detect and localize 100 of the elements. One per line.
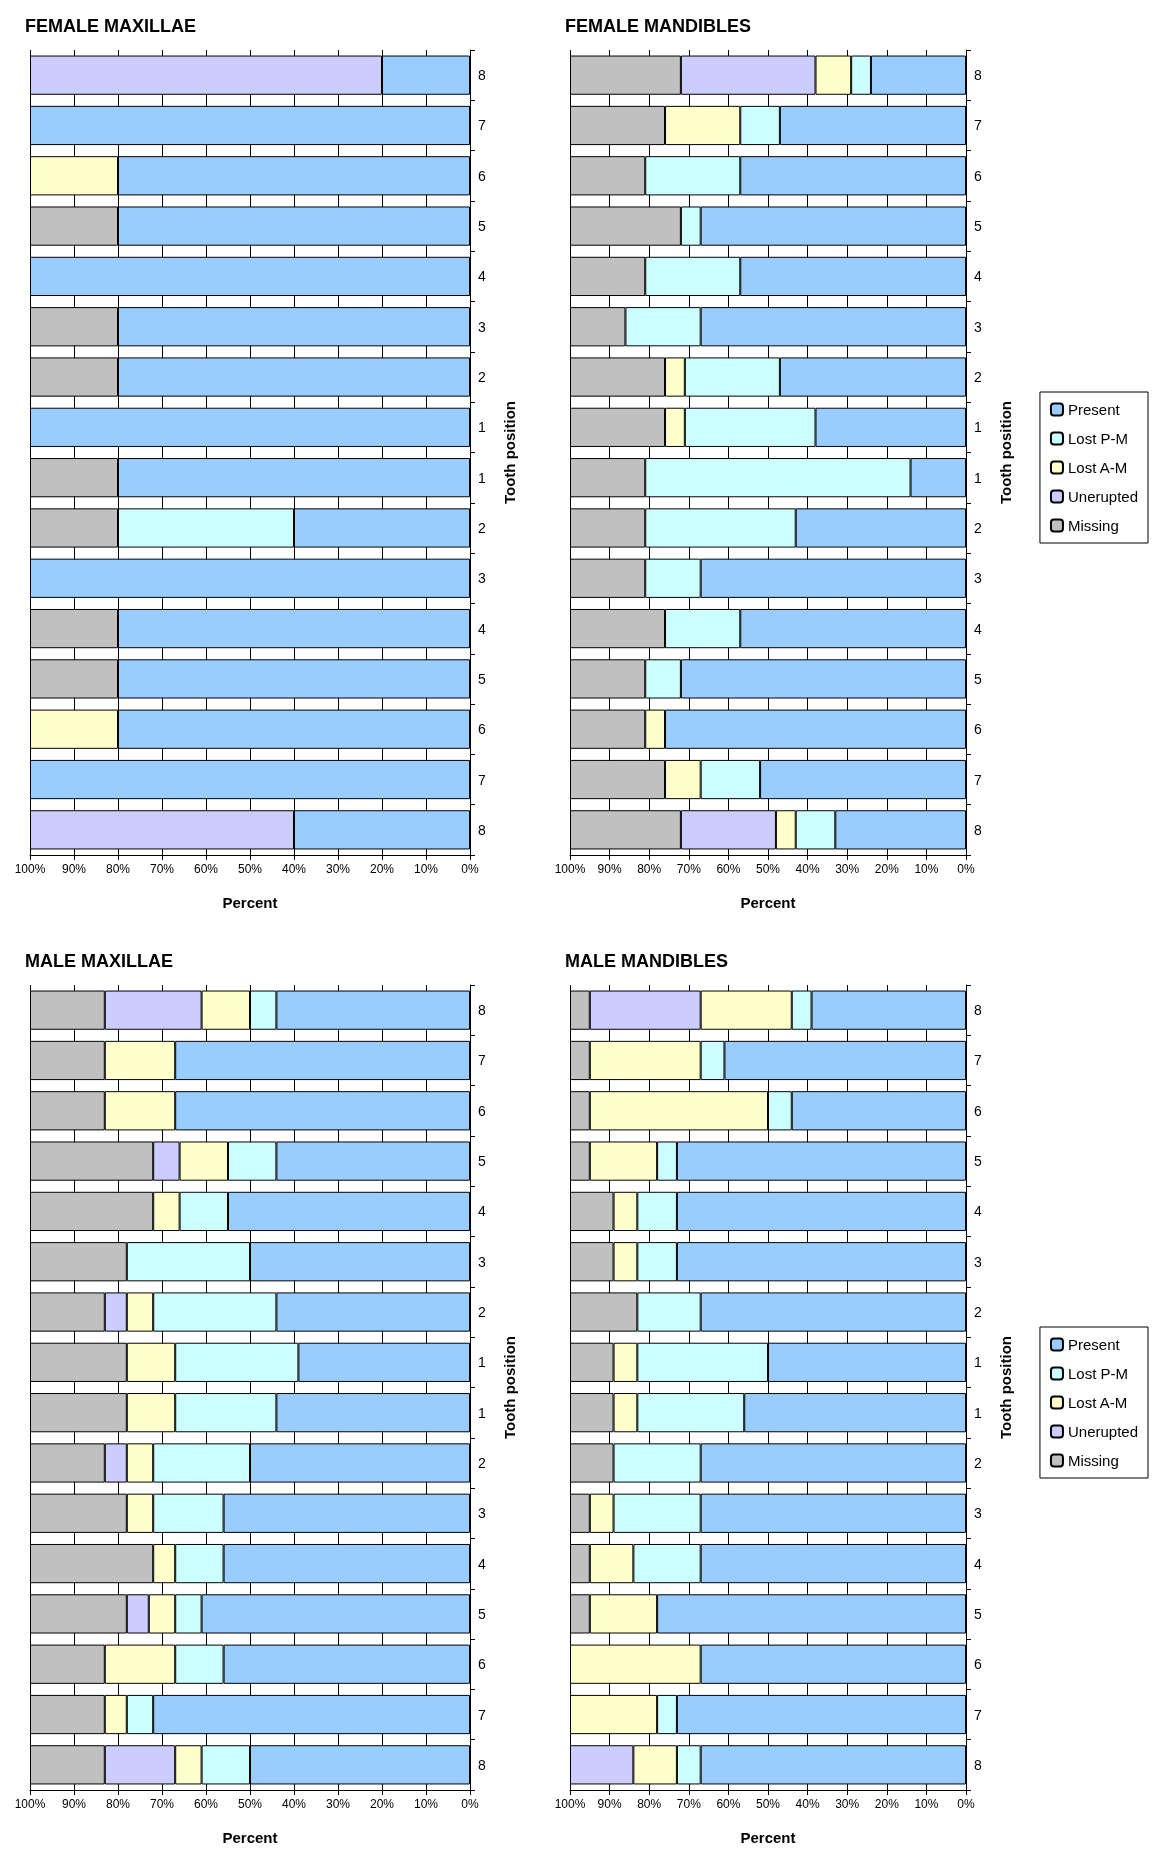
y-tick-label: 1 — [974, 1404, 982, 1421]
x-tick-label: 30% — [835, 862, 860, 876]
y-tick-label: 5 — [974, 218, 982, 235]
x-tick-label: 30% — [835, 1797, 860, 1811]
x-tick-label: 60% — [193, 862, 219, 876]
y-tick-label: 6 — [974, 721, 982, 738]
legend-label: Unerupted — [1067, 1423, 1139, 1440]
y-tick-label: 6 — [478, 721, 486, 738]
chart-title: FEMALE MAXILLAE — [25, 16, 196, 36]
x-tick-label: 10% — [413, 1797, 439, 1811]
x-tick-label: 0% — [461, 862, 479, 876]
x-tick-label: 40% — [281, 1797, 307, 1811]
x-tick-label: 60% — [716, 862, 741, 876]
y-tick-label: 2 — [974, 1454, 982, 1471]
y-tick-label: 2 — [478, 1304, 486, 1321]
y-tick-label: 1 — [974, 1354, 982, 1371]
x-axis-title: Percent — [740, 1829, 796, 1846]
y-tick-label: 8 — [478, 1002, 486, 1019]
y-tick-label: 4 — [974, 268, 982, 285]
y-tick-label: 2 — [478, 1454, 486, 1471]
x-tick-label: 30% — [325, 862, 351, 876]
chart-title: FEMALE MANDIBLES — [565, 16, 751, 36]
y-tick-label: 5 — [478, 1153, 486, 1170]
y-tick-label: 2 — [974, 1304, 982, 1321]
y-tick-label: 5 — [974, 1153, 982, 1170]
x-tick-label: 60% — [193, 1797, 219, 1811]
y-tick-label: 3 — [478, 1253, 486, 1270]
legend-label: Present — [1067, 401, 1121, 418]
y-tick-label: 2 — [478, 519, 486, 536]
y-tick-label: 4 — [478, 1555, 486, 1572]
y-axis-title: Tooth position — [997, 1335, 1014, 1440]
y-tick-label: 8 — [974, 1756, 982, 1773]
y-tick-label: 8 — [974, 1002, 982, 1019]
x-tick-label: 80% — [105, 862, 131, 876]
y-tick-label: 1 — [974, 469, 982, 486]
y-tick-label: 7 — [478, 771, 486, 788]
y-tick-label: 5 — [478, 670, 486, 687]
y-tick-label: 5 — [974, 670, 982, 687]
x-tick-label: 40% — [795, 1797, 820, 1811]
y-axis-title: Tooth position — [501, 400, 518, 505]
x-tick-label: 90% — [597, 1797, 622, 1811]
x-tick-label: 10% — [413, 862, 439, 876]
y-tick-label: 6 — [974, 1656, 982, 1673]
y-tick-label: 3 — [974, 570, 982, 587]
x-tick-label: 0% — [461, 1797, 479, 1811]
x-tick-label: 20% — [874, 862, 900, 876]
y-tick-label: 3 — [478, 318, 486, 335]
x-tick-label: 80% — [637, 862, 662, 876]
y-tick-label: 2 — [974, 519, 982, 536]
x-tick-label: 80% — [637, 1797, 662, 1811]
x-tick-label: 90% — [61, 1797, 87, 1811]
y-tick-label: 2 — [974, 369, 982, 386]
x-tick-label: 100% — [554, 862, 586, 876]
x-tick-label: 100% — [14, 862, 46, 876]
x-axis-title: Percent — [222, 1829, 278, 1846]
y-tick-label: 4 — [974, 1555, 982, 1572]
chart-title: MALE MANDIBLES — [565, 951, 728, 971]
y-axis-title: Tooth position — [501, 1335, 518, 1440]
x-tick-label: 50% — [755, 1797, 781, 1811]
x-tick-label: 10% — [914, 862, 939, 876]
y-tick-label: 4 — [478, 1203, 486, 1220]
legend-label: Missing — [1067, 1452, 1119, 1469]
chart-title: MALE MAXILLAE — [25, 951, 173, 971]
legend-label: Missing — [1067, 517, 1119, 534]
x-tick-label: 50% — [755, 862, 781, 876]
y-tick-label: 4 — [974, 620, 982, 637]
y-tick-label: 3 — [974, 1505, 982, 1522]
y-tick-label: 1 — [478, 1404, 486, 1421]
y-tick-label: 4 — [478, 620, 486, 637]
x-axis-title: Percent — [222, 894, 278, 911]
x-tick-label: 90% — [597, 862, 622, 876]
legend-label: Lost A-M — [1067, 1394, 1128, 1411]
y-tick-label: 5 — [478, 1605, 486, 1622]
y-axis-title: Tooth position — [997, 400, 1014, 505]
y-tick-label: 8 — [974, 67, 982, 84]
x-tick-label: 40% — [281, 862, 307, 876]
x-tick-label: 30% — [325, 1797, 351, 1811]
y-tick-label: 7 — [974, 117, 982, 134]
y-tick-label: 6 — [974, 1102, 982, 1119]
x-tick-label: 40% — [795, 862, 820, 876]
y-tick-label: 3 — [974, 318, 982, 335]
x-tick-label: 70% — [149, 862, 175, 876]
x-tick-label: 50% — [237, 862, 263, 876]
x-tick-label: 0% — [957, 1797, 975, 1811]
y-tick-label: 8 — [478, 1756, 486, 1773]
x-tick-label: 60% — [716, 1797, 741, 1811]
x-tick-label: 20% — [369, 862, 395, 876]
y-tick-label: 6 — [478, 1656, 486, 1673]
y-tick-label: 1 — [478, 1354, 486, 1371]
x-tick-label: 100% — [554, 1797, 586, 1811]
x-tick-label: 90% — [61, 862, 87, 876]
x-tick-label: 0% — [957, 862, 975, 876]
x-tick-label: 100% — [14, 1797, 46, 1811]
y-tick-label: 7 — [478, 117, 486, 134]
legend-label: Lost P-M — [1067, 430, 1128, 447]
y-tick-label: 7 — [478, 1706, 486, 1723]
y-tick-label: 7 — [974, 1052, 982, 1069]
x-tick-label: 70% — [676, 862, 702, 876]
legend-label: Unerupted — [1067, 488, 1139, 505]
y-tick-label: 6 — [974, 167, 982, 184]
